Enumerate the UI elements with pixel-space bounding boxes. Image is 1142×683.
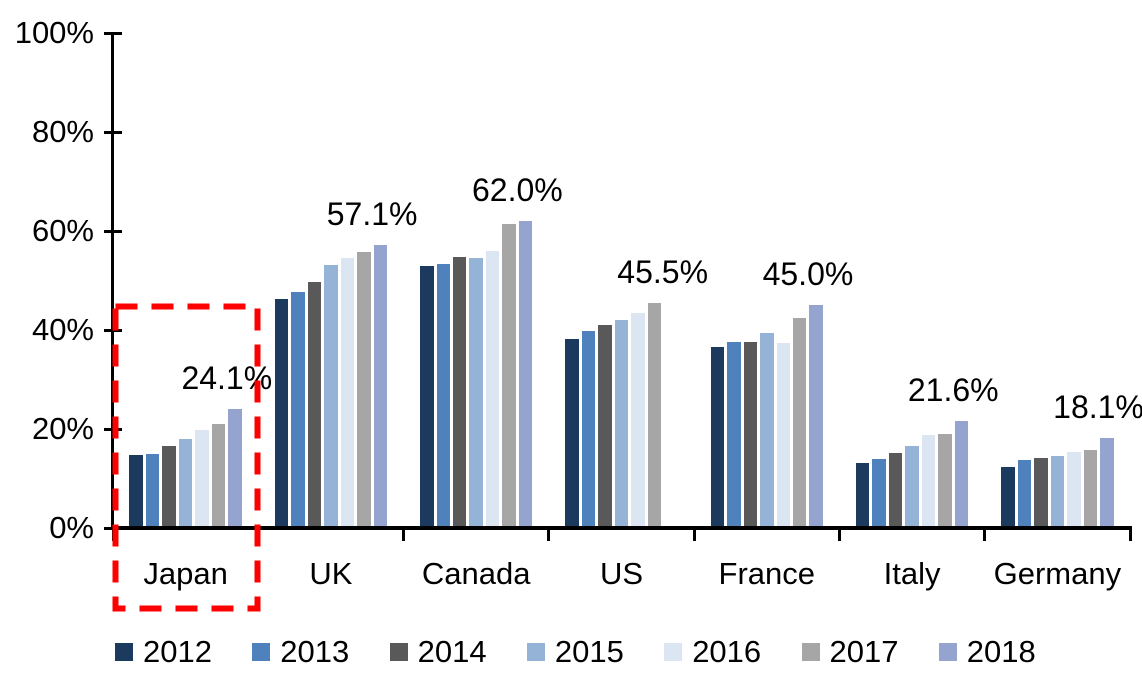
- legend-item-2014: 2014: [389, 632, 487, 672]
- bar-2017-uk: [357, 252, 371, 528]
- bar-2018-france: [809, 305, 823, 528]
- legend-label-2013: 2013: [280, 634, 350, 669]
- x-axis-tick: [1128, 528, 1132, 541]
- y-axis: [111, 33, 114, 529]
- category-label-us: US: [599, 556, 644, 591]
- bar-2015-us: [614, 320, 629, 528]
- category-label-uk: UK: [309, 556, 353, 591]
- bar-2013-france: [727, 341, 741, 528]
- legend-item-2013: 2013: [252, 632, 349, 672]
- bar-2012-italy: [855, 463, 870, 528]
- legend-swatch-2015: [526, 643, 545, 661]
- data-label-us: 45.5%: [617, 253, 709, 290]
- bar-2012-us: [565, 339, 579, 528]
- x-axis-tick: [983, 528, 987, 541]
- bar-2017-germany: [1083, 449, 1098, 528]
- bar-2013-japan: [145, 454, 160, 528]
- legend-label-2012: 2012: [143, 634, 212, 669]
- category-label-france: France: [718, 556, 816, 591]
- legend-label-2015: 2015: [554, 634, 624, 669]
- data-label-uk: 57.1%: [326, 196, 418, 233]
- bar-2015-japan: [178, 439, 193, 528]
- y-axis-tick-label: 80%: [31, 114, 94, 149]
- bar-2016-us: [631, 313, 645, 528]
- legend-label-2018: 2018: [966, 634, 1036, 669]
- x-axis-tick: [402, 528, 406, 541]
- y-axis-tick-label: 0%: [49, 510, 94, 545]
- legend-item-2015: 2015: [526, 632, 624, 672]
- legend-swatch-2013: [252, 643, 271, 661]
- legend-item-2016: 2016: [664, 632, 761, 672]
- bar-2018-uk: [373, 245, 388, 528]
- legend-swatch-2018: [938, 643, 957, 661]
- x-axis-tick: [837, 528, 841, 541]
- legend-label-2014: 2014: [417, 634, 487, 669]
- legend-label-2017: 2017: [829, 634, 899, 669]
- bar-2016-japan: [195, 429, 209, 528]
- data-label-germany: 18.1%: [1053, 389, 1142, 426]
- y-axis-tick-label: 60%: [31, 213, 94, 248]
- legend-item-2018: 2018: [938, 632, 1036, 672]
- bar-2014-italy: [888, 452, 903, 528]
- bar-2017-japan: [211, 424, 226, 528]
- category-label-germany: Germany: [993, 556, 1122, 591]
- category-label-italy: Italy: [883, 556, 941, 591]
- bar-2015-france: [760, 333, 774, 528]
- bar-2012-germany: [1001, 467, 1015, 528]
- legend-swatch-2017: [801, 643, 820, 661]
- bar-2012-uk: [274, 299, 289, 528]
- bar-2014-france: [743, 341, 758, 528]
- bar-2017-italy: [938, 433, 952, 528]
- y-axis-tick-label: 100%: [14, 15, 94, 50]
- bar-2018-japan: [228, 408, 242, 528]
- legend-label-2016: 2016: [692, 634, 762, 669]
- bar-2014-germany: [1034, 457, 1048, 528]
- category-label-canada: Canada: [421, 556, 531, 591]
- bar-2015-germany: [1050, 455, 1065, 528]
- bar-2017-france: [792, 318, 807, 528]
- bar-2016-canada: [485, 250, 500, 528]
- bar-2017-canada: [502, 223, 516, 528]
- bar-2015-uk: [324, 265, 338, 528]
- data-label-japan: 24.1%: [181, 359, 273, 396]
- bar-2014-uk: [307, 281, 322, 528]
- bar-2015-italy: [905, 445, 919, 528]
- bar-2012-japan: [129, 455, 143, 528]
- legend-item-2012: 2012: [115, 632, 212, 672]
- bar-2013-italy: [872, 458, 886, 528]
- bar-2015-canada: [469, 257, 483, 528]
- legend-swatch-2014: [389, 643, 408, 661]
- bar-2012-canada: [420, 266, 434, 528]
- category-label-japan: Japan: [143, 556, 228, 591]
- bar-2016-france: [776, 342, 790, 528]
- bar-2014-canada: [452, 256, 467, 528]
- x-axis: [111, 526, 1132, 530]
- legend-swatch-2012: [115, 643, 133, 661]
- bar-2016-uk: [340, 257, 355, 528]
- legend-swatch-2016: [664, 643, 683, 661]
- bar-2016-germany: [1067, 452, 1081, 528]
- bar-2013-uk: [291, 292, 305, 528]
- bar-2016-italy: [921, 434, 936, 528]
- x-axis-tick: [692, 528, 696, 541]
- legend-item-2017: 2017: [801, 632, 899, 672]
- bar-2018-canada: [518, 221, 533, 528]
- x-axis-tick: [547, 528, 551, 541]
- bar-2013-canada: [436, 264, 451, 528]
- bar-2014-us: [598, 325, 612, 528]
- y-axis-tick-label: 20%: [31, 411, 94, 446]
- bar-2013-us: [581, 330, 596, 528]
- data-label-canada: 62.0%: [472, 172, 563, 209]
- data-label-france: 45.0%: [762, 256, 854, 293]
- bar-2013-germany: [1017, 459, 1032, 528]
- data-label-italy: 21.6%: [907, 372, 999, 409]
- bar-2017-us: [647, 302, 662, 528]
- bar-2014-japan: [162, 446, 176, 528]
- bar-2018-germany: [1100, 438, 1114, 528]
- y-axis-tick-label: 40%: [31, 312, 94, 347]
- bar-2012-france: [710, 347, 725, 528]
- bar-2018-italy: [954, 421, 969, 528]
